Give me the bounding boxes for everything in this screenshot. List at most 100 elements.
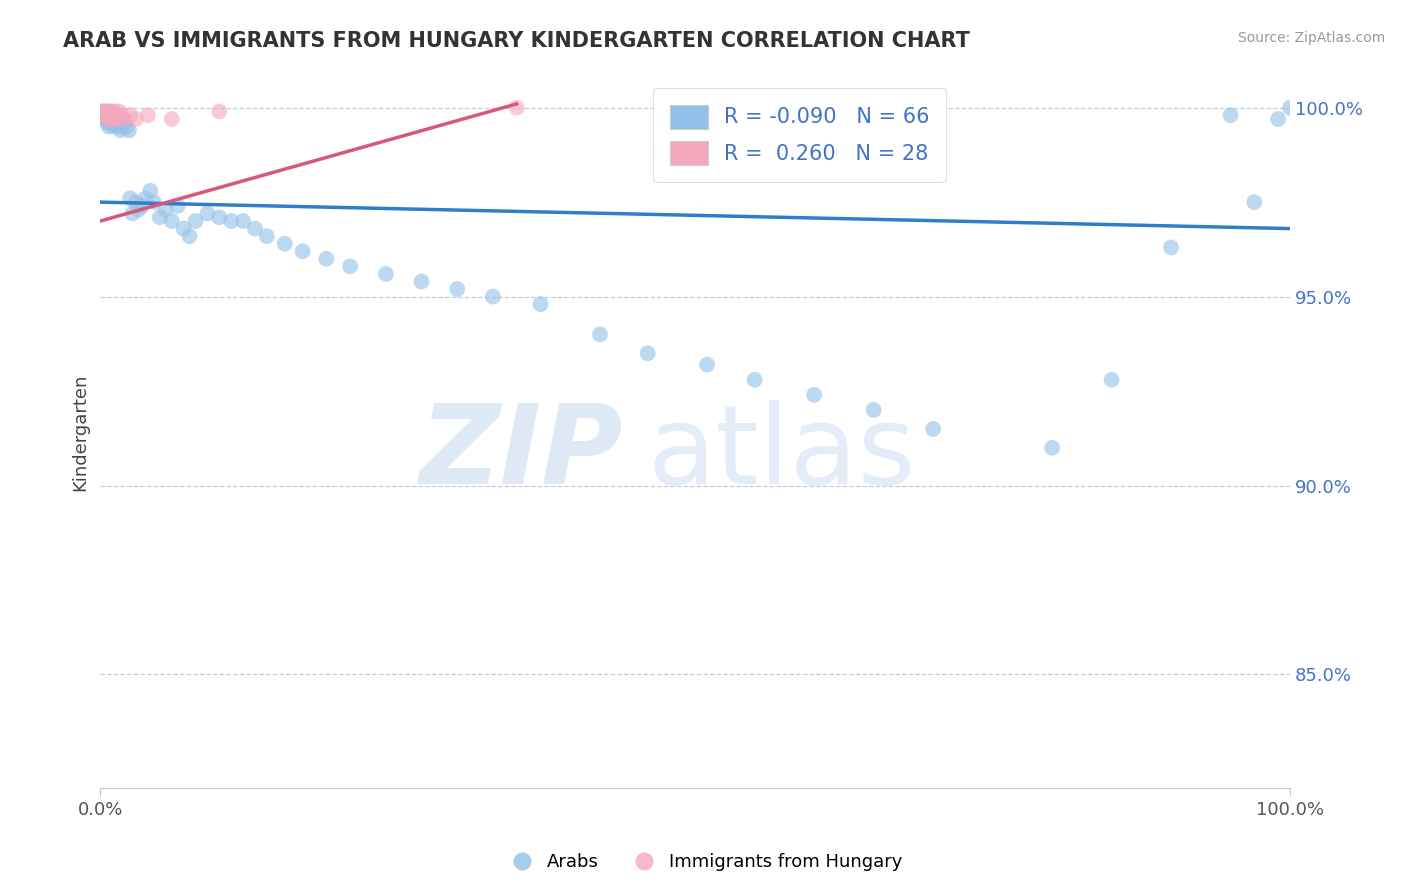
Point bbox=[108, 104, 131, 119]
Point bbox=[96, 104, 118, 119]
Text: atlas: atlas bbox=[648, 401, 917, 508]
Point bbox=[1219, 108, 1241, 122]
Point bbox=[110, 123, 132, 137]
Point bbox=[184, 214, 207, 228]
Point bbox=[97, 120, 120, 134]
Point bbox=[160, 214, 183, 228]
Point bbox=[112, 112, 135, 126]
Point bbox=[112, 116, 135, 130]
Point bbox=[121, 206, 143, 220]
Point bbox=[103, 112, 125, 126]
Point bbox=[256, 229, 278, 244]
Point bbox=[103, 116, 125, 130]
Point bbox=[105, 116, 128, 130]
Point bbox=[232, 214, 254, 228]
Point bbox=[100, 116, 122, 130]
Point bbox=[208, 104, 231, 119]
Legend: R = -0.090   N = 66, R =  0.260   N = 28: R = -0.090 N = 66, R = 0.260 N = 28 bbox=[654, 87, 946, 182]
Point bbox=[96, 116, 118, 130]
Point bbox=[1279, 101, 1302, 115]
Point bbox=[93, 108, 115, 122]
Point bbox=[136, 108, 159, 122]
Point bbox=[744, 373, 766, 387]
Point bbox=[160, 112, 183, 126]
Point bbox=[120, 108, 142, 122]
Point bbox=[1101, 373, 1123, 387]
Point bbox=[155, 202, 177, 217]
Point bbox=[1267, 112, 1289, 126]
Point bbox=[96, 112, 118, 126]
Point bbox=[96, 108, 118, 122]
Point bbox=[125, 112, 148, 126]
Point bbox=[149, 211, 172, 225]
Point bbox=[118, 123, 141, 137]
Text: Source: ZipAtlas.com: Source: ZipAtlas.com bbox=[1237, 31, 1385, 45]
Point bbox=[411, 275, 433, 289]
Point bbox=[104, 112, 127, 126]
Point bbox=[374, 267, 396, 281]
Point bbox=[482, 290, 505, 304]
Point bbox=[101, 104, 124, 119]
Point bbox=[100, 112, 122, 126]
Y-axis label: Kindergarten: Kindergarten bbox=[72, 374, 89, 491]
Point bbox=[111, 116, 134, 130]
Point bbox=[131, 199, 153, 213]
Point bbox=[97, 108, 120, 122]
Point bbox=[107, 108, 129, 122]
Point bbox=[179, 229, 201, 244]
Point bbox=[197, 206, 219, 220]
Point bbox=[315, 252, 337, 266]
Point bbox=[94, 112, 117, 126]
Point bbox=[173, 221, 195, 235]
Point bbox=[696, 358, 718, 372]
Point bbox=[637, 346, 659, 360]
Legend: Arabs, Immigrants from Hungary: Arabs, Immigrants from Hungary bbox=[496, 847, 910, 879]
Point bbox=[104, 108, 127, 122]
Point bbox=[803, 388, 825, 402]
Point bbox=[98, 108, 121, 122]
Point bbox=[862, 403, 884, 417]
Point bbox=[111, 108, 134, 122]
Point bbox=[107, 108, 129, 122]
Point bbox=[219, 214, 242, 228]
Point bbox=[104, 104, 127, 119]
Point bbox=[1243, 195, 1265, 210]
Point bbox=[111, 112, 134, 126]
Point bbox=[529, 297, 551, 311]
Point bbox=[922, 422, 945, 436]
Point bbox=[97, 104, 120, 119]
Point bbox=[101, 112, 124, 126]
Point bbox=[291, 244, 314, 259]
Point bbox=[94, 108, 117, 122]
Point bbox=[243, 221, 266, 235]
Point bbox=[105, 112, 128, 126]
Text: ZIP: ZIP bbox=[420, 401, 624, 508]
Point bbox=[1160, 240, 1182, 254]
Point bbox=[506, 101, 529, 115]
Point bbox=[339, 260, 361, 274]
Point bbox=[208, 211, 231, 225]
Point bbox=[166, 199, 188, 213]
Point bbox=[274, 236, 297, 251]
Point bbox=[127, 202, 149, 217]
Point bbox=[135, 191, 157, 205]
Point bbox=[93, 104, 115, 119]
Point bbox=[446, 282, 468, 296]
Point bbox=[96, 104, 118, 119]
Point bbox=[142, 195, 165, 210]
Point bbox=[589, 327, 612, 342]
Point bbox=[104, 120, 127, 134]
Point bbox=[115, 120, 138, 134]
Point bbox=[101, 108, 124, 122]
Point bbox=[91, 104, 114, 119]
Point bbox=[120, 191, 142, 205]
Text: ARAB VS IMMIGRANTS FROM HUNGARY KINDERGARTEN CORRELATION CHART: ARAB VS IMMIGRANTS FROM HUNGARY KINDERGA… bbox=[63, 31, 970, 51]
Point bbox=[90, 104, 112, 119]
Point bbox=[1040, 441, 1063, 455]
Point bbox=[98, 112, 121, 126]
Point bbox=[139, 184, 162, 198]
Point bbox=[93, 108, 115, 122]
Point bbox=[108, 120, 131, 134]
Point bbox=[125, 195, 148, 210]
Point bbox=[96, 112, 118, 126]
